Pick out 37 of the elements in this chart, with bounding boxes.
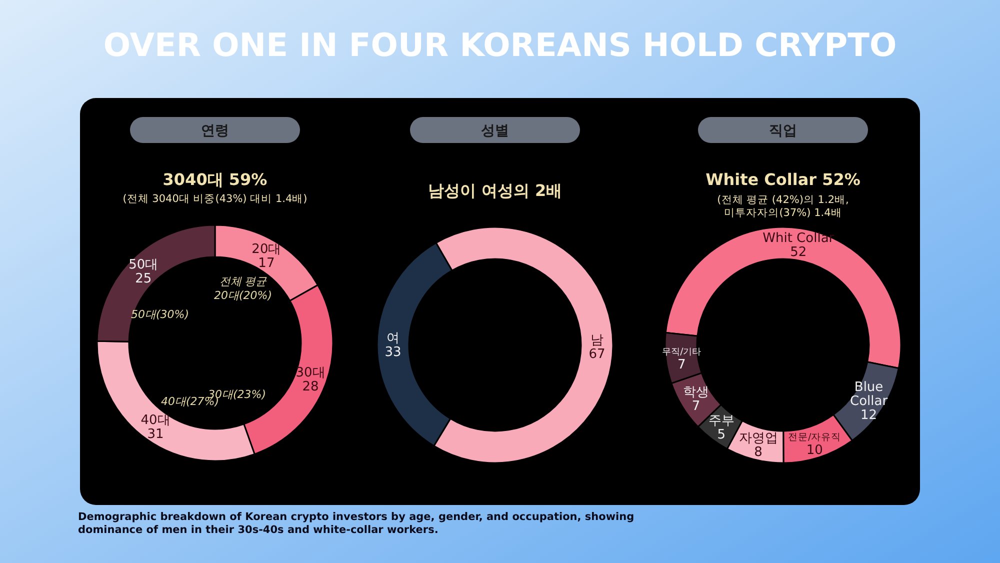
slice-label: Blue Collar xyxy=(850,380,888,410)
chart-subtitle: White Collar 52% xyxy=(706,170,860,189)
data-label: 31 xyxy=(147,426,164,442)
slice-label: 30대 xyxy=(296,366,326,381)
slice-label: Whit Collar xyxy=(762,231,835,246)
text: 전체 평균 20대(20%) xyxy=(214,275,272,302)
chart-title: 성별 xyxy=(481,123,509,139)
data-label: 17 xyxy=(258,256,275,271)
slice-label: 전문/자유직 xyxy=(788,432,842,443)
text: 50대(30%) xyxy=(130,308,190,321)
data-label: 25 xyxy=(135,271,152,286)
data-label: 7 xyxy=(678,358,686,373)
chart-subtitle: 3040대 59% xyxy=(162,170,268,189)
slice-label: 남 xyxy=(590,333,604,348)
data-label: 10 xyxy=(806,442,823,458)
data-label: 5 xyxy=(717,427,726,442)
slice-label: 여 xyxy=(386,330,400,346)
data-label: 8 xyxy=(754,444,762,460)
slice-label: 학생 xyxy=(682,385,709,400)
data-label: 67 xyxy=(588,347,606,362)
text: (전체 평균 (42%)의 1.2배, 미투자자의(37%) 1.4배 xyxy=(717,194,849,219)
slice-label: 40대 xyxy=(140,412,170,428)
data-label: 28 xyxy=(302,380,319,395)
chart-title: 직업 xyxy=(769,123,797,139)
slice-label: 50대 xyxy=(128,257,158,272)
text: (전체 3040대 비중(43%) 대비 1.4배) xyxy=(122,193,308,205)
data-label: 33 xyxy=(384,344,402,360)
slice-label: 자영업 xyxy=(738,430,778,446)
slice-label: 주부 xyxy=(708,413,734,428)
data-label: 52 xyxy=(790,245,807,260)
chart-title: 연령 xyxy=(201,123,229,139)
slice-label: 20대 xyxy=(252,242,282,257)
chart-subtitle: 남성이 여성의 2배 xyxy=(428,181,562,200)
slice-label: 무직/기타 xyxy=(662,346,702,358)
data-label: 12 xyxy=(860,408,878,424)
data-label: 7 xyxy=(692,399,700,414)
text: Demographic breakdown of Korean crypto investors by age, gender, and occupation, showing dominance of men in their 30s-40s and white-collar workers. xyxy=(78,511,634,536)
